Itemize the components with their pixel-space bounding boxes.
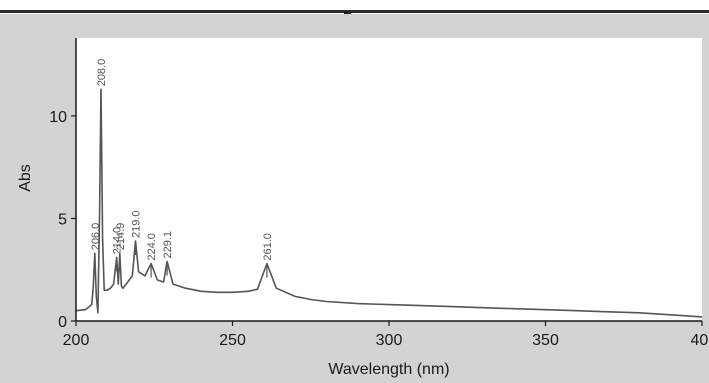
peak-label-7: 261.0 bbox=[262, 233, 274, 261]
peak-label-3: 214.9 bbox=[115, 223, 127, 251]
chart-panel: 206.0 208.0 214.0 214.9 219.0 224.0 229.1 261.0… bbox=[0, 14, 709, 383]
x-tick-label-3: 350 bbox=[532, 332, 559, 349]
x-tick-label-0: 200 bbox=[63, 332, 90, 349]
y-axis-title: Abs bbox=[17, 164, 34, 192]
peak-label-2: 214.0 bbox=[112, 227, 124, 255]
x-axis-title: Wavelength (nm) bbox=[328, 361, 449, 378]
y-tick-label-2: 10 bbox=[49, 109, 67, 126]
peak-label-5: 224.0 bbox=[146, 233, 158, 261]
peak-label-4: 219.0 bbox=[131, 210, 143, 238]
top-border-line bbox=[0, 10, 709, 13]
y-tick-label-0: 0 bbox=[58, 314, 67, 331]
y-tick-label-1: 5 bbox=[58, 211, 67, 228]
x-tick-label-4: 40( bbox=[690, 332, 709, 349]
plot-area bbox=[76, 38, 702, 321]
x-tick-label-1: 250 bbox=[219, 332, 246, 349]
peak-label-1: 208.0 bbox=[96, 59, 108, 87]
peak-label-6: 229.1 bbox=[162, 231, 174, 259]
spectrum-line-0 bbox=[75, 88, 703, 318]
x-tick-label-2: 300 bbox=[376, 332, 403, 349]
chart-ticks: 200 250 300 350 40( 0 5 10 bbox=[49, 109, 709, 349]
peak-label-0: 206.0 bbox=[90, 223, 102, 251]
